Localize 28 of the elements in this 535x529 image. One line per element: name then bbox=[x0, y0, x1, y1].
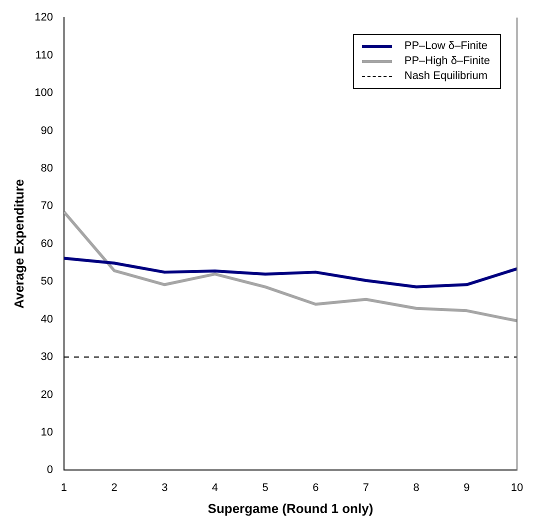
x-tick-label: 6 bbox=[312, 482, 319, 494]
x-tick-label: 1 bbox=[60, 482, 68, 494]
y-tick-label: 0 bbox=[46, 464, 53, 476]
y-tick-label: 70 bbox=[40, 200, 53, 212]
legend-label: PP–Low δ–Finite bbox=[404, 38, 488, 54]
x-tick-label: 7 bbox=[362, 482, 370, 494]
legend-label: PP–High δ–Finite bbox=[404, 54, 490, 69]
y-tick-label: 50 bbox=[40, 276, 53, 288]
y-tick-label: 10 bbox=[40, 426, 53, 439]
x-tick-label: 2 bbox=[111, 482, 118, 494]
y-tick-label: 100 bbox=[34, 87, 53, 100]
x-tick-label: 3 bbox=[162, 482, 168, 494]
y-tick-label: 110 bbox=[35, 49, 53, 62]
y-tick-label: 40 bbox=[40, 313, 53, 326]
y-axis-title: Average Expenditure bbox=[11, 179, 26, 309]
legend-label: Nash Equilibrium bbox=[404, 68, 488, 84]
y-tick-label: 120 bbox=[34, 12, 53, 24]
y-tick-label: 60 bbox=[40, 238, 53, 250]
y-tick-label: 30 bbox=[40, 351, 53, 364]
x-axis-title: Supergame (Round 1 only) bbox=[208, 500, 374, 516]
x-tick-label: 10 bbox=[510, 482, 524, 494]
x-tick-label: 5 bbox=[262, 482, 268, 494]
x-tick-label: 9 bbox=[464, 482, 470, 494]
x-tick-label: 8 bbox=[413, 482, 420, 494]
y-tick-label: 80 bbox=[40, 162, 53, 174]
x-tick-label: 4 bbox=[212, 482, 218, 494]
y-tick-label: 20 bbox=[40, 388, 53, 401]
y-tick-label: 90 bbox=[40, 124, 53, 137]
